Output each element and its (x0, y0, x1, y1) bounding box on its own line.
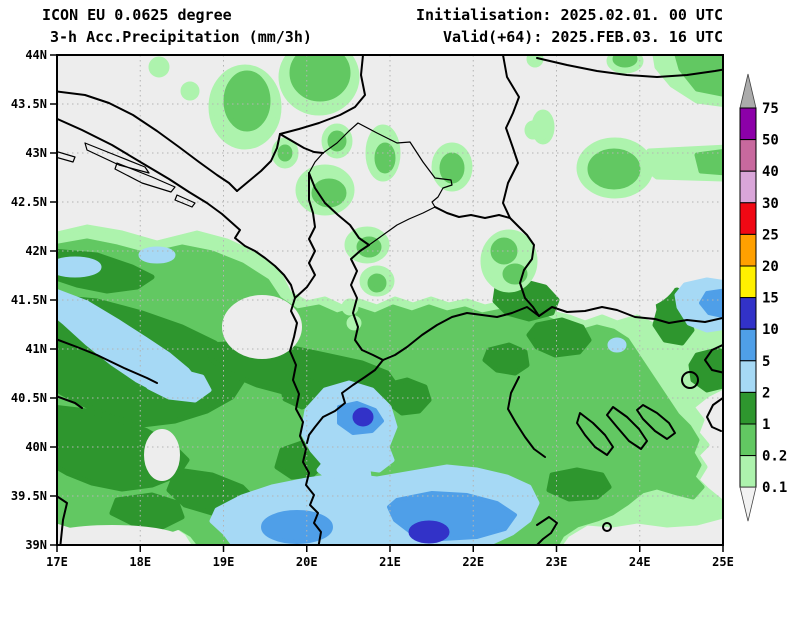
x-tick-label: 18E (129, 555, 151, 569)
colorbar-band (740, 456, 756, 488)
precip-core-1mm (549, 470, 609, 499)
y-tick-label: 42N (25, 244, 47, 258)
colorbar-band (740, 234, 756, 266)
colorbar-over-triangle (740, 74, 756, 108)
precip-cell (183, 84, 197, 98)
precip-cell (370, 276, 384, 290)
y-tick-label: 40.5N (11, 391, 47, 405)
colorbar-label: 10 (762, 322, 779, 338)
model-title: ICON EU 0.0625 degree (42, 6, 232, 24)
precip-2mm (51, 259, 99, 275)
colorbar-label: 75 (762, 101, 779, 117)
y-tick-label: 42.5N (11, 195, 47, 209)
colorbar-band (740, 298, 756, 330)
weather-map-canvas: 44N 43.5N 43N 42.5N 42N 41.5N 41N 40.5N 40N 39.5N… (0, 0, 800, 618)
colorbar-band (740, 108, 756, 140)
colorbar-label: 5 (762, 354, 770, 370)
colorbar: 75 50 40 30 25 20 15 10 5 2 1 0.2 0.1 (740, 74, 787, 521)
colorbar-label: 40 (762, 164, 779, 180)
x-tick-label: 24E (629, 555, 651, 569)
x-tick-label: 20E (296, 555, 318, 569)
valid-time: Valid(+64): 2025.FEB.03. 16 UTC (443, 28, 723, 46)
colorbar-band (740, 266, 756, 298)
x-tick-label: 23E (546, 555, 568, 569)
map-area: 44N 43.5N 43N 42.5N 42N 41.5N 41N 40.5N 40N 39.5N… (11, 41, 734, 569)
colorbar-label: 0.1 (762, 480, 787, 496)
precip-core-1mm (387, 380, 429, 413)
colorbar-band (740, 140, 756, 172)
y-tick-label: 43.5N (11, 97, 47, 111)
colorbar-label: 20 (762, 259, 779, 275)
colorbar-under-triangle (740, 487, 756, 521)
colorbar-band (740, 171, 756, 203)
precip-cell (442, 155, 462, 181)
colorbar-band (740, 203, 756, 235)
dry-gap (224, 297, 300, 357)
precip-cell (226, 73, 268, 129)
colorbar-label: 50 (762, 133, 779, 149)
colorbar-label: 2 (762, 385, 770, 401)
colorbar-label: 25 (762, 227, 779, 243)
precip-cell (590, 151, 638, 187)
y-tick-label: 39.5N (11, 489, 47, 503)
precip-cell (377, 145, 393, 171)
x-tick-label: 17E (46, 555, 68, 569)
colorbar-band (740, 329, 756, 361)
precip-cell (359, 239, 379, 255)
colorbar-band (740, 361, 756, 393)
colorbar-label: 30 (762, 196, 779, 212)
y-tick-label: 39N (25, 538, 47, 552)
colorbar-label: 0.2 (762, 449, 787, 465)
precip-cell (534, 112, 552, 142)
dry-gap (146, 431, 178, 479)
x-tick-label: 25E (712, 555, 734, 569)
weather-chart-page: ICON EU 0.0625 degree 3-h Acc.Precipitat… (0, 0, 800, 618)
precip-10mm (354, 409, 372, 425)
y-tick-label: 40N (25, 440, 47, 454)
y-tick-label: 41N (25, 342, 47, 356)
colorbar-label: 15 (762, 291, 779, 307)
x-tick-label: 21E (379, 555, 401, 569)
x-tick-label: 19E (213, 555, 235, 569)
precip-core-1mm (529, 320, 589, 355)
product-title: 3-h Acc.Precipitation (mm/3h) (50, 28, 312, 46)
colorbar-label: 1 (762, 417, 770, 433)
x-tick-label: 22E (462, 555, 484, 569)
precip-10mm (410, 522, 448, 542)
y-tick-label: 44N (25, 48, 47, 62)
precip-cell (151, 59, 167, 75)
dry-gap (591, 227, 679, 307)
y-tick-label: 43N (25, 146, 47, 160)
y-tick-label: 41.5N (11, 293, 47, 307)
precip-cell (493, 240, 515, 262)
colorbar-band (740, 424, 756, 456)
colorbar-band (740, 392, 756, 424)
init-time: Initialisation: 2025.02.01. 00 UTC (416, 6, 723, 24)
